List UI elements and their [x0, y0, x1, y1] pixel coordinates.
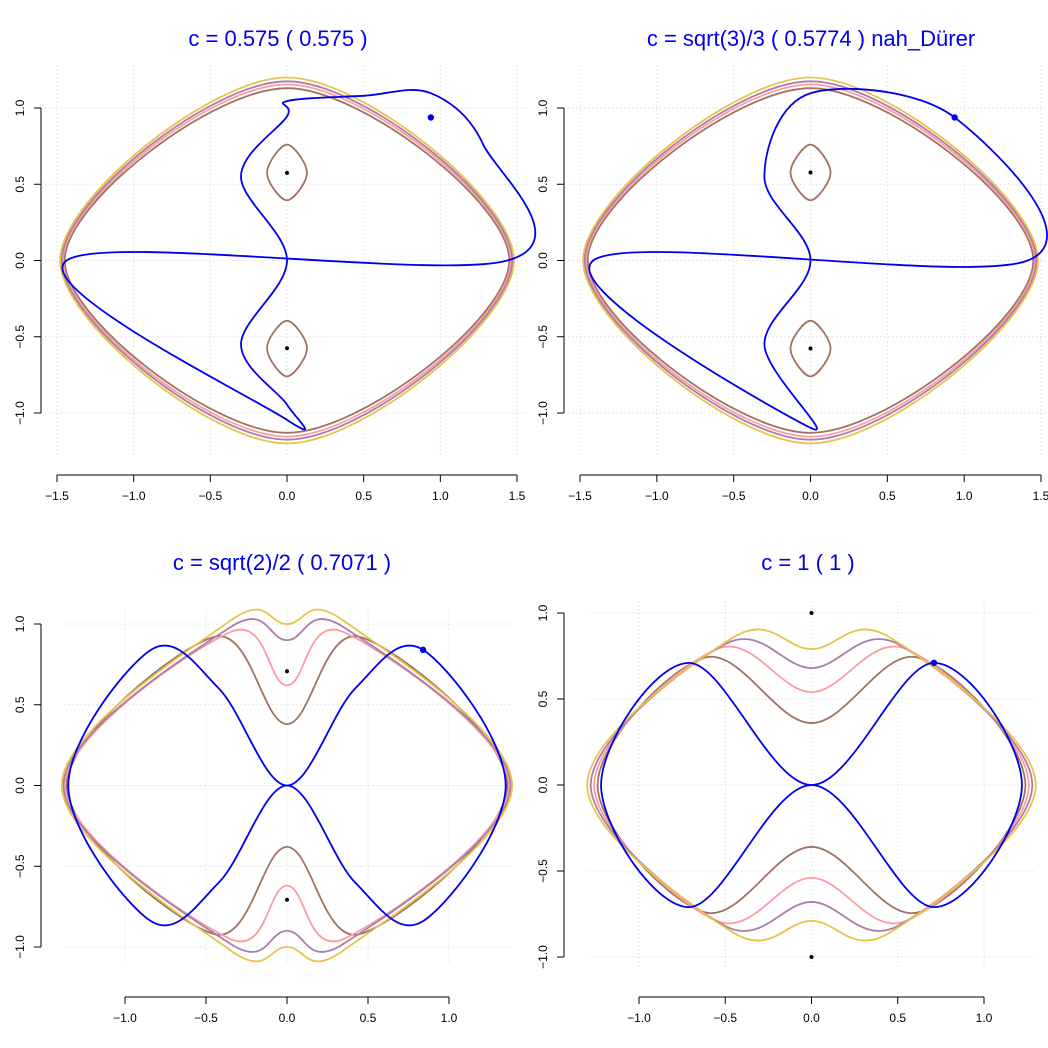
y-tick-label: 1.0	[536, 99, 550, 116]
chart-panel-c05774: c = sqrt(3)/3 ( 0.5774 ) nah_Dürer −1.5 −…	[536, 26, 1048, 503]
focus-point	[809, 955, 814, 959]
x-tick-label: 0.5	[360, 1011, 377, 1025]
level-curve	[60, 80, 514, 441]
x-tick-label: 1.5	[509, 489, 526, 503]
separatrix-curve	[600, 661, 1023, 909]
level-curve	[266, 143, 308, 202]
x-tick-label: −1.0	[113, 1011, 137, 1025]
focus-point	[808, 346, 813, 351]
y-tick-label: −0.5	[536, 859, 550, 883]
x-tick-label: −0.5	[194, 1011, 218, 1025]
x-tick-label: −0.5	[198, 489, 222, 503]
chart-title: c = 1 ( 1 )	[761, 550, 855, 575]
focus-point	[285, 897, 289, 902]
level-curve	[789, 143, 832, 202]
y-tick-label: −0.5	[536, 325, 550, 349]
x-tick-label: −1.0	[122, 489, 146, 503]
x-tick-label: 0.5	[889, 1011, 906, 1025]
separatrix-curve	[588, 87, 1048, 431]
x-tick-label: −1.0	[645, 489, 669, 503]
x-tick-label: 1.5	[1033, 489, 1048, 503]
marker-point	[951, 114, 958, 121]
y-tick-label: 0.5	[536, 690, 550, 707]
level-curve	[266, 319, 308, 378]
y-tick-label: 1.0	[536, 604, 550, 621]
chart-panel-c1: c = 1 ( 1 ) −1.0 −0.5 0.0 0.5 1.0 −1.0 −0.5 0.0…	[536, 550, 1037, 1025]
y-tick-label: 0.0	[13, 777, 27, 794]
x-tick-label: 1.0	[441, 1011, 458, 1025]
level-curve	[582, 76, 1039, 445]
x-tick-label: 1.0	[956, 489, 973, 503]
level-curve	[789, 319, 832, 378]
y-tick-label: 0.5	[13, 176, 27, 193]
y-tick-label: 0.5	[536, 176, 550, 193]
level-curve	[586, 87, 1035, 434]
level-curve	[63, 87, 511, 434]
marker-point	[419, 646, 427, 654]
y-tick-label: −1.0	[13, 935, 27, 959]
level-curve	[585, 83, 1036, 438]
level-curve	[64, 628, 510, 943]
focus-point	[285, 170, 289, 175]
x-tick-label: 0.5	[879, 489, 896, 503]
chart-title: c = 0.575 ( 0.575 )	[188, 26, 367, 51]
x-tick-label: 0.0	[803, 1011, 820, 1025]
level-curve	[586, 628, 1037, 942]
y-tick-label: −0.5	[13, 854, 27, 878]
level-curve	[62, 618, 512, 953]
y-tick-label: −1.0	[536, 401, 550, 425]
marker-point	[427, 114, 435, 121]
chart-title: c = sqrt(2)/2 ( 0.7071 )	[173, 550, 391, 575]
y-tick-label: 1.0	[13, 99, 27, 116]
y-tick-label: 0.0	[536, 252, 550, 269]
chart-title: c = sqrt(3)/3 ( 0.5774 ) nah_Dürer	[647, 26, 975, 51]
focus-point	[808, 170, 813, 175]
y-tick-label: −0.5	[13, 325, 27, 349]
y-tick-label: 1.0	[13, 615, 27, 632]
level-curve	[593, 645, 1030, 925]
x-tick-label: −0.5	[722, 489, 746, 503]
level-curve	[59, 76, 515, 445]
x-tick-label: −0.5	[713, 1011, 737, 1025]
chart-panel-c07071: c = sqrt(2)/2 ( 0.7071 ) −1.0 −0.5 0.0 0.5 1…	[13, 550, 514, 1025]
level-curve	[589, 638, 1034, 932]
x-tick-label: 1.0	[976, 1011, 993, 1025]
y-tick-label: 0.0	[13, 252, 27, 269]
y-tick-label: 0.0	[536, 776, 550, 793]
level-curve	[65, 635, 509, 936]
x-tick-label: 0.0	[279, 1011, 296, 1025]
chart-panel-c0575: c = 0.575 ( 0.575 ) −1.5 −1.0 −0.5 0.0 0.5 1.…	[13, 26, 537, 503]
level-curve	[596, 655, 1027, 915]
focus-point	[285, 346, 289, 351]
marker-point	[930, 659, 938, 667]
x-tick-label: 0.0	[802, 489, 819, 503]
x-tick-label: −1.5	[568, 489, 592, 503]
level-curve	[60, 608, 514, 963]
y-tick-label: −1.0	[536, 945, 550, 969]
y-tick-label: −1.0	[13, 401, 27, 425]
x-tick-label: 0.0	[279, 489, 296, 503]
y-tick-label: 0.5	[13, 696, 27, 713]
separatrix-curve	[67, 644, 507, 927]
x-tick-label: −1.0	[627, 1011, 651, 1025]
separatrix-curve	[61, 89, 537, 431]
level-curve	[583, 80, 1038, 441]
focus-point	[285, 669, 289, 674]
x-tick-label: −1.5	[45, 489, 69, 503]
focus-point	[809, 611, 814, 615]
level-curve	[62, 83, 512, 438]
x-tick-label: 0.5	[355, 489, 372, 503]
x-tick-label: 1.0	[432, 489, 449, 503]
